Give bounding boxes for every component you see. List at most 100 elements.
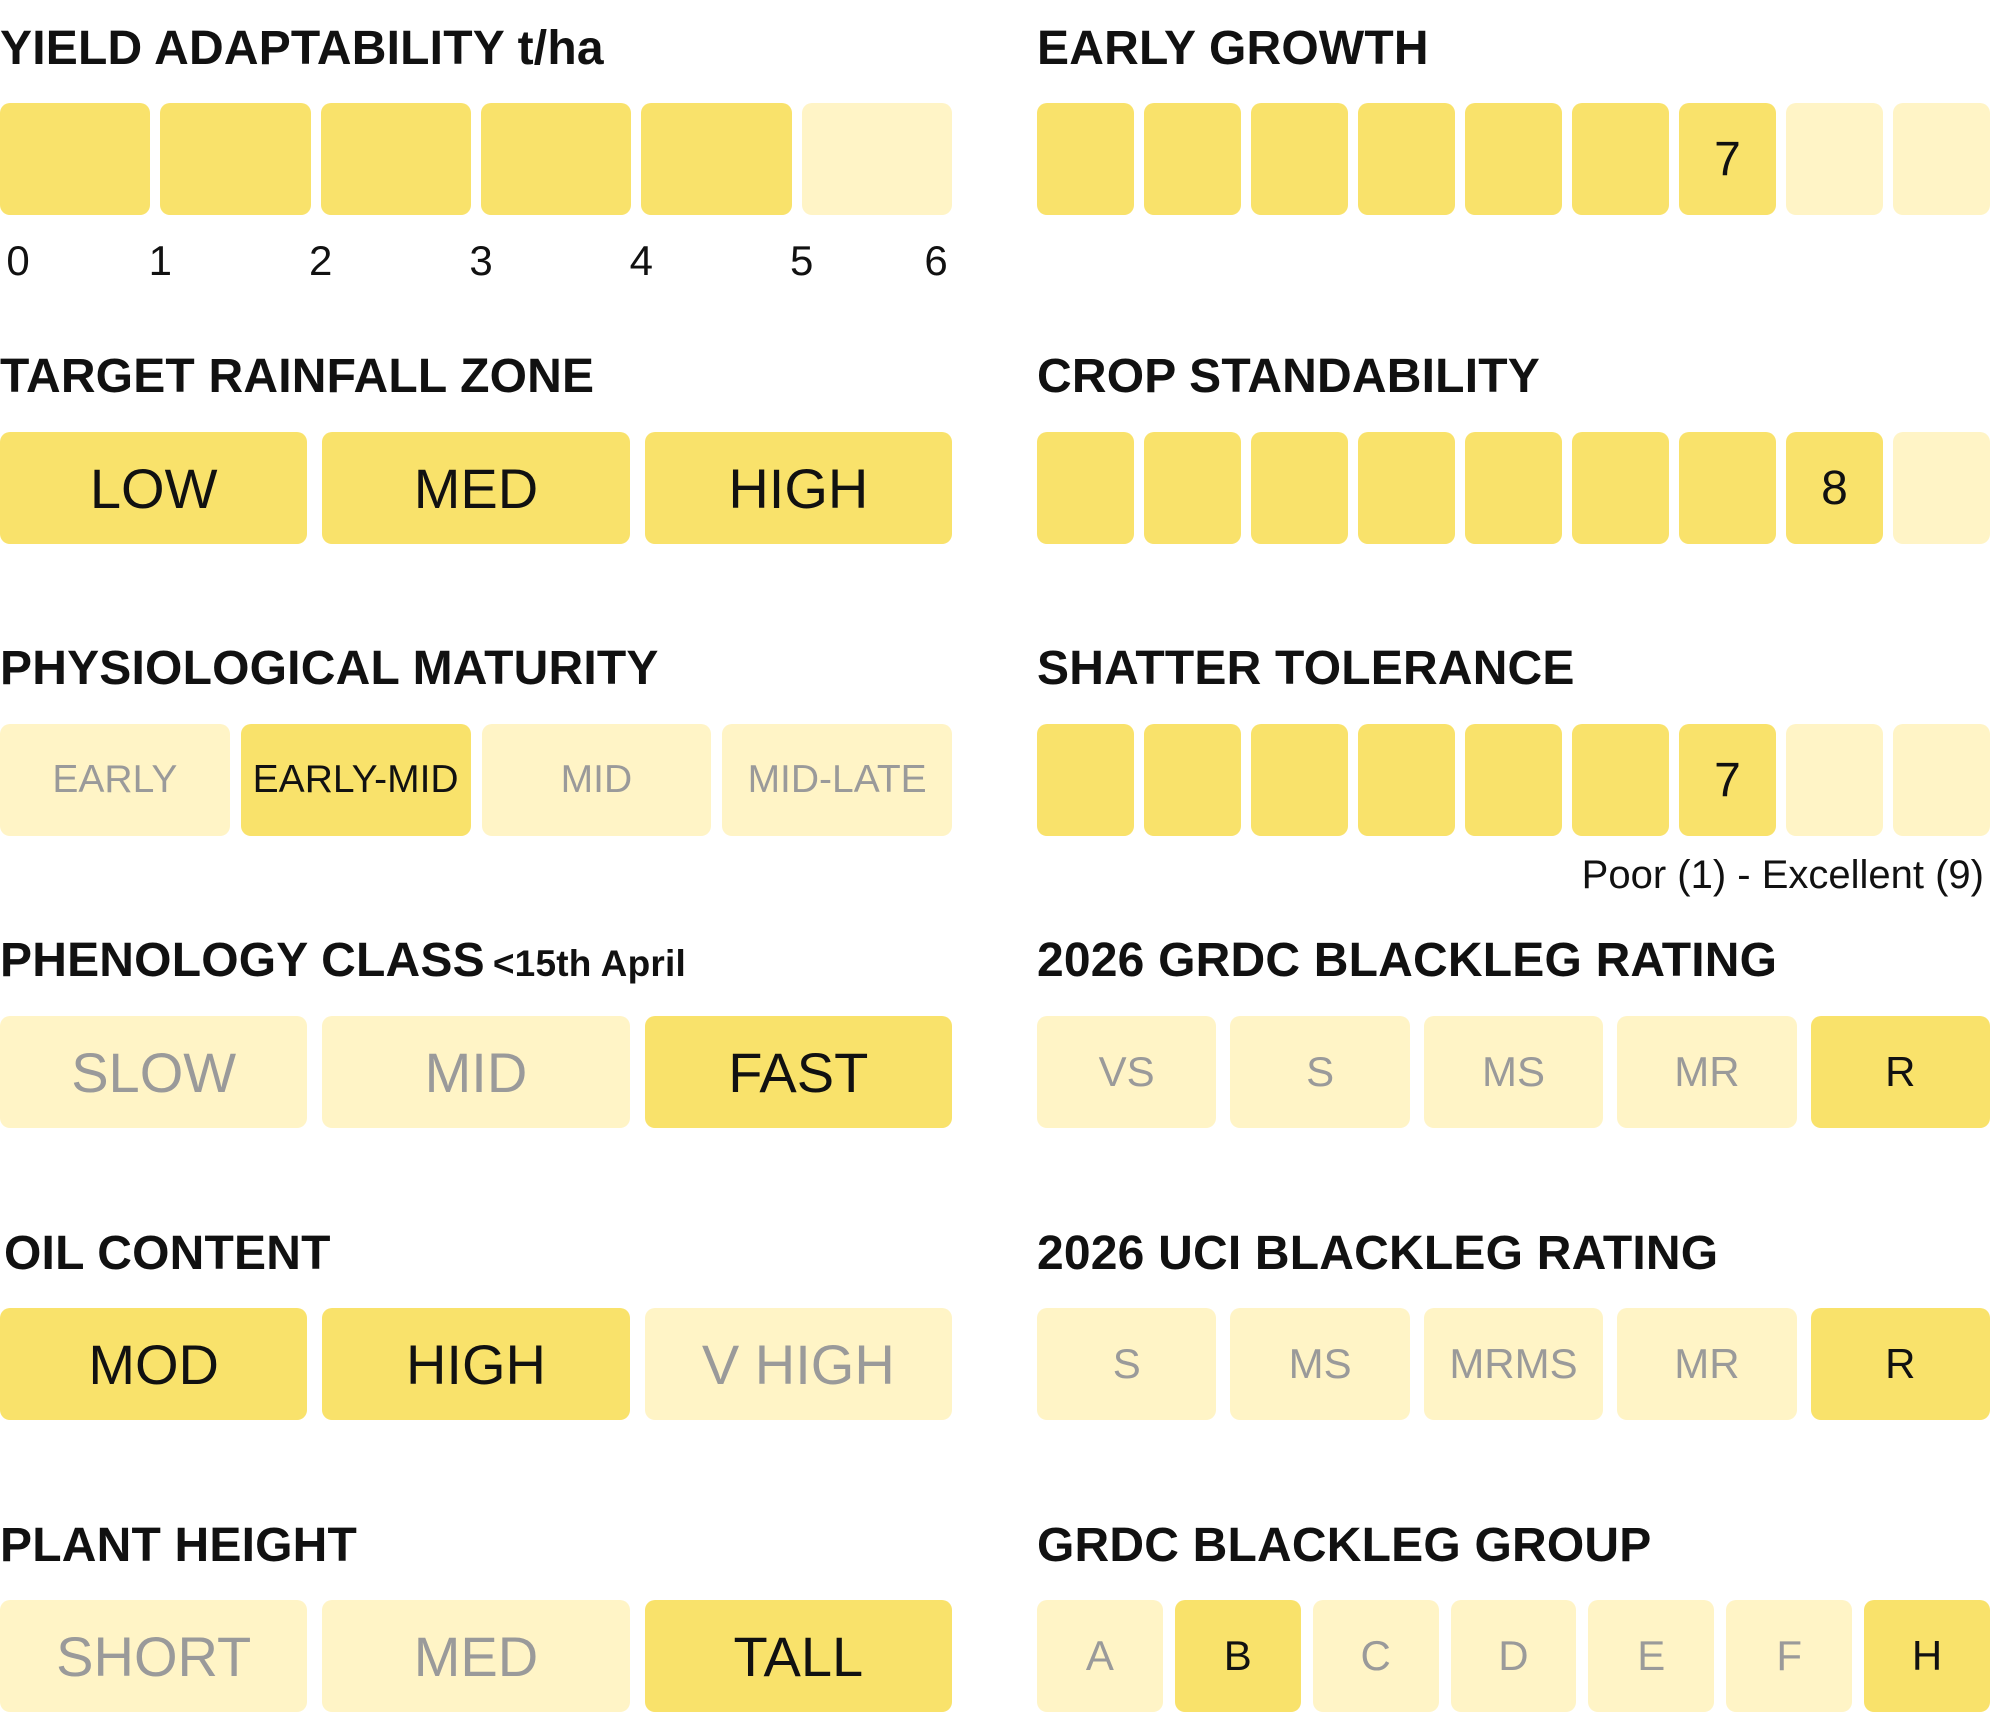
uci-rating-option-r: R — [1810, 1308, 1990, 1420]
maturity-option-early-mid: EARLY-MID — [240, 724, 471, 836]
oil-option-high: HIGH — [322, 1308, 630, 1420]
crop-standability-scale: 8 — [1037, 432, 1990, 544]
phenology-option-mid: MID — [322, 1016, 630, 1128]
crop-standability-segment — [1465, 432, 1562, 544]
early-growth-segment — [1465, 103, 1562, 215]
blackleg-group-option-d: D — [1450, 1600, 1577, 1712]
yield-tick-label: 3 — [469, 237, 493, 284]
shatter-tolerance-segment — [1893, 724, 1990, 836]
blackleg-group-option-b: B — [1174, 1600, 1301, 1712]
physiological-maturity-heading: PHYSIOLOGICAL MATURITY — [0, 642, 659, 695]
grdc-blackleg-group-heading: GRDC BLACKLEG GROUP — [1037, 1519, 1652, 1572]
uci-rating-option-ms: MS — [1230, 1308, 1410, 1420]
crop-standability-heading: CROP STANDABILITY — [1037, 350, 1540, 403]
shatter-tolerance-segment — [1572, 724, 1669, 836]
shatter-tolerance-heading: SHATTER TOLERANCE — [1037, 642, 1575, 695]
crop-standability-segment — [1679, 432, 1776, 544]
plant-height-options: SHORT MED TALL — [0, 1600, 952, 1712]
height-option-med: MED — [322, 1600, 630, 1712]
uci-blackleg-rating-heading: 2026 UCI BLACKLEG RATING — [1037, 1227, 1719, 1280]
early-growth-segment — [1251, 103, 1348, 215]
yield-adaptability-segment — [0, 103, 151, 215]
yield-tick-label: 2 — [308, 237, 333, 284]
physiological-maturity-options: EARLY EARLY-MID MID MID-LATE — [0, 724, 952, 836]
yield-adaptability-segment — [480, 103, 632, 215]
yield-adaptability-segment — [801, 103, 952, 215]
oil-content-heading: OIL CONTENT — [4, 1227, 331, 1280]
crop-standability-segment — [1893, 432, 1990, 544]
yield-tick-label: 4 — [629, 237, 654, 284]
early-growth-segment — [1893, 103, 1990, 215]
shatter-tolerance-segment — [1037, 724, 1134, 836]
phenology-class-title: PHENOLOGY CLASS — [0, 934, 485, 987]
early-growth-heading: EARLY GROWTH — [1037, 22, 1429, 75]
phenology-option-fast: FAST — [644, 1016, 952, 1128]
grdc-blackleg-rating-heading: 2026 GRDC BLACKLEG RATING — [1037, 934, 1778, 987]
rainfall-option-high: HIGH — [644, 432, 952, 544]
rainfall-option-low: LOW — [0, 432, 308, 544]
shatter-tolerance-segment: 7 — [1679, 724, 1776, 836]
plant-height-heading: PLANT HEIGHT — [0, 1519, 358, 1572]
target-rainfall-zone-heading: TARGET RAINFALL ZONE — [0, 350, 595, 403]
crop-standability-segment — [1358, 432, 1455, 544]
oil-content-options: MOD HIGH V HIGH — [0, 1308, 952, 1420]
blackleg-group-option-f: F — [1726, 1600, 1853, 1712]
shatter-tolerance-segment — [1358, 724, 1455, 836]
blackleg-group-option-h: H — [1864, 1600, 1990, 1712]
crop-standability-segment — [1572, 432, 1669, 544]
crop-standability-segment — [1144, 432, 1241, 544]
yield-tick-label: 0 — [6, 237, 30, 284]
yield-adaptability-heading: YIELD ADAPTABILITY t/ha — [0, 22, 604, 75]
shatter-tolerance-segment — [1251, 724, 1348, 836]
height-option-short: SHORT — [0, 1600, 308, 1712]
grdc-rating-option-r: R — [1810, 1016, 1990, 1128]
yield-tick-label: 1 — [148, 237, 173, 284]
yield-tick-label: 6 — [924, 237, 948, 284]
early-growth-segment — [1037, 103, 1134, 215]
grdc-rating-option-ms: MS — [1423, 1016, 1604, 1128]
crop-standability-segment — [1251, 432, 1348, 544]
target-rainfall-zone-options: LOW MED HIGH — [0, 432, 952, 544]
blackleg-group-option-a: A — [1037, 1600, 1163, 1712]
phenology-class-heading: PHENOLOGY CLASS <15th April — [0, 932, 686, 993]
uci-rating-option-mr: MR — [1617, 1308, 1797, 1420]
shatter-tolerance-value: 7 — [1714, 753, 1741, 807]
maturity-option-early: EARLY — [0, 724, 230, 836]
phenology-option-slow: SLOW — [0, 1016, 308, 1128]
crop-standability-value: 8 — [1821, 461, 1848, 515]
grdc-rating-option-mr: MR — [1617, 1016, 1797, 1128]
yield-adaptability-bar — [0, 103, 952, 215]
early-growth-segment — [1786, 103, 1883, 215]
uci-blackleg-rating-options: S MS MRMS MR R — [1037, 1308, 1990, 1420]
yield-adaptability-segment — [641, 103, 792, 215]
early-growth-segment — [1144, 103, 1241, 215]
uci-rating-option-mrms: MRMS — [1423, 1308, 1604, 1420]
grdc-blackleg-rating-options: VS S MS MR R — [1037, 1016, 1990, 1128]
phenology-class-subtitle: <15th April — [492, 943, 686, 984]
uci-rating-option-s: S — [1037, 1308, 1217, 1420]
early-growth-scale: 7 — [1037, 103, 1990, 215]
grdc-rating-option-vs: VS — [1037, 1016, 1217, 1128]
shatter-tolerance-segment — [1144, 724, 1241, 836]
yield-adaptability-segment — [160, 103, 311, 215]
early-growth-segment — [1358, 103, 1455, 215]
early-growth-segment: 7 — [1679, 103, 1776, 215]
height-option-tall: TALL — [644, 1600, 952, 1712]
blackleg-group-option-e: E — [1588, 1600, 1715, 1712]
grdc-rating-option-s: S — [1230, 1016, 1410, 1128]
phenology-class-options: SLOW MID FAST — [0, 1016, 952, 1128]
yield-adaptability-axis: 0 1 2 3 4 5 6 — [0, 236, 952, 286]
early-growth-value: 7 — [1714, 132, 1741, 186]
early-growth-segment — [1572, 103, 1669, 215]
maturity-option-mid: MID — [481, 724, 712, 836]
scale-legend: Poor (1) - Excellent (9) — [1581, 853, 1984, 897]
shatter-tolerance-segment — [1465, 724, 1562, 836]
oil-option-v-high: V HIGH — [644, 1308, 952, 1420]
oil-option-mod: MOD — [0, 1308, 308, 1420]
maturity-option-mid-late: MID-LATE — [722, 724, 952, 836]
rainfall-option-med: MED — [322, 432, 630, 544]
crop-standability-segment — [1037, 432, 1134, 544]
yield-tick-label: 5 — [789, 237, 814, 284]
blackleg-group-option-c: C — [1312, 1600, 1439, 1712]
